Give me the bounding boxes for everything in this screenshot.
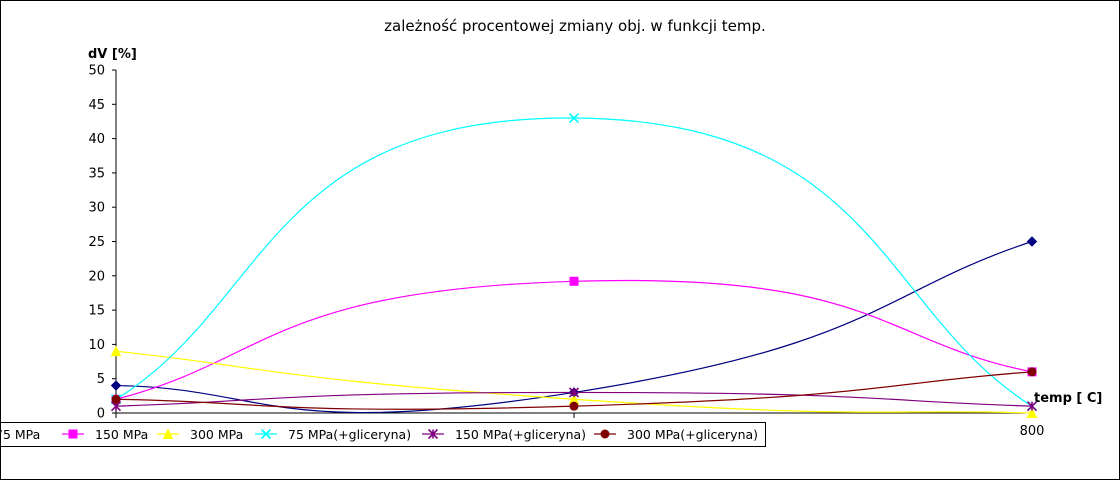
series-6 — [111, 367, 1037, 411]
legend-label: 300 MPa(+gliceryna) — [627, 427, 758, 442]
x-axis-label: temp [ C] — [1034, 391, 1102, 406]
data-point — [568, 387, 580, 398]
legend-marker — [260, 428, 272, 440]
data-point — [568, 112, 580, 124]
legend-marker — [68, 429, 78, 439]
y-axis-label: dV [%] — [88, 47, 137, 62]
data-point — [1027, 367, 1037, 377]
y-tick-label: 10 — [88, 338, 105, 353]
y-tick-label: 0 — [97, 407, 105, 422]
legend-item: 75 MPa(+gliceryna) — [255, 427, 411, 442]
data-point — [1026, 401, 1038, 412]
data-point — [111, 394, 121, 404]
legend-label: 150 MPa(+gliceryna) — [455, 427, 586, 442]
legend-label: 75 MPa — [0, 427, 40, 442]
data-point — [110, 345, 122, 357]
axes: 0 5 10 15 20 25 30 35 40 45 50 800 — [88, 64, 1044, 440]
y-tick-label: 15 — [88, 304, 105, 319]
series-3 — [110, 345, 1038, 418]
legend-item: 75 MPa — [0, 427, 40, 442]
legend-marker — [600, 429, 610, 439]
data-point — [569, 276, 579, 286]
y-tick-label: 35 — [88, 166, 105, 181]
legend-item: 150 MPa — [62, 427, 148, 442]
data-point — [569, 401, 579, 411]
legend: 75 MPa 150 MPa 300 MPa 75 MPa(+gliceryna) 15… — [0, 422, 766, 447]
x-tick-label: 800 — [1020, 424, 1045, 439]
data-point — [1026, 407, 1038, 418]
data-point — [110, 380, 122, 391]
y-tick-label: 30 — [88, 201, 105, 216]
legend-item: 300 MPa — [157, 427, 243, 442]
legend-label: 150 MPa — [95, 427, 148, 442]
legend-label: 300 MPa — [190, 427, 243, 442]
y-tick-label: 20 — [88, 269, 105, 284]
y-tick-label: 25 — [88, 235, 105, 250]
y-tick-label: 5 — [97, 372, 105, 387]
y-tick-label: 50 — [88, 64, 105, 79]
y-tick-label: 40 — [88, 132, 105, 147]
y-tick-label: 45 — [88, 98, 105, 113]
legend-item: 150 MPa(+gliceryna) — [422, 427, 586, 442]
legend-item: 300 MPa(+gliceryna) — [594, 427, 758, 442]
legend-marker — [427, 428, 439, 440]
legend-label: 75 MPa(+gliceryna) — [288, 427, 411, 442]
series-5 — [110, 387, 1038, 412]
series-layer — [110, 112, 1038, 418]
legend-marker — [162, 428, 174, 439]
chart-title: zależność procentowej zmiany obj. w funk… — [384, 17, 766, 35]
legend-box — [0, 422, 766, 447]
data-point — [1026, 236, 1038, 247]
